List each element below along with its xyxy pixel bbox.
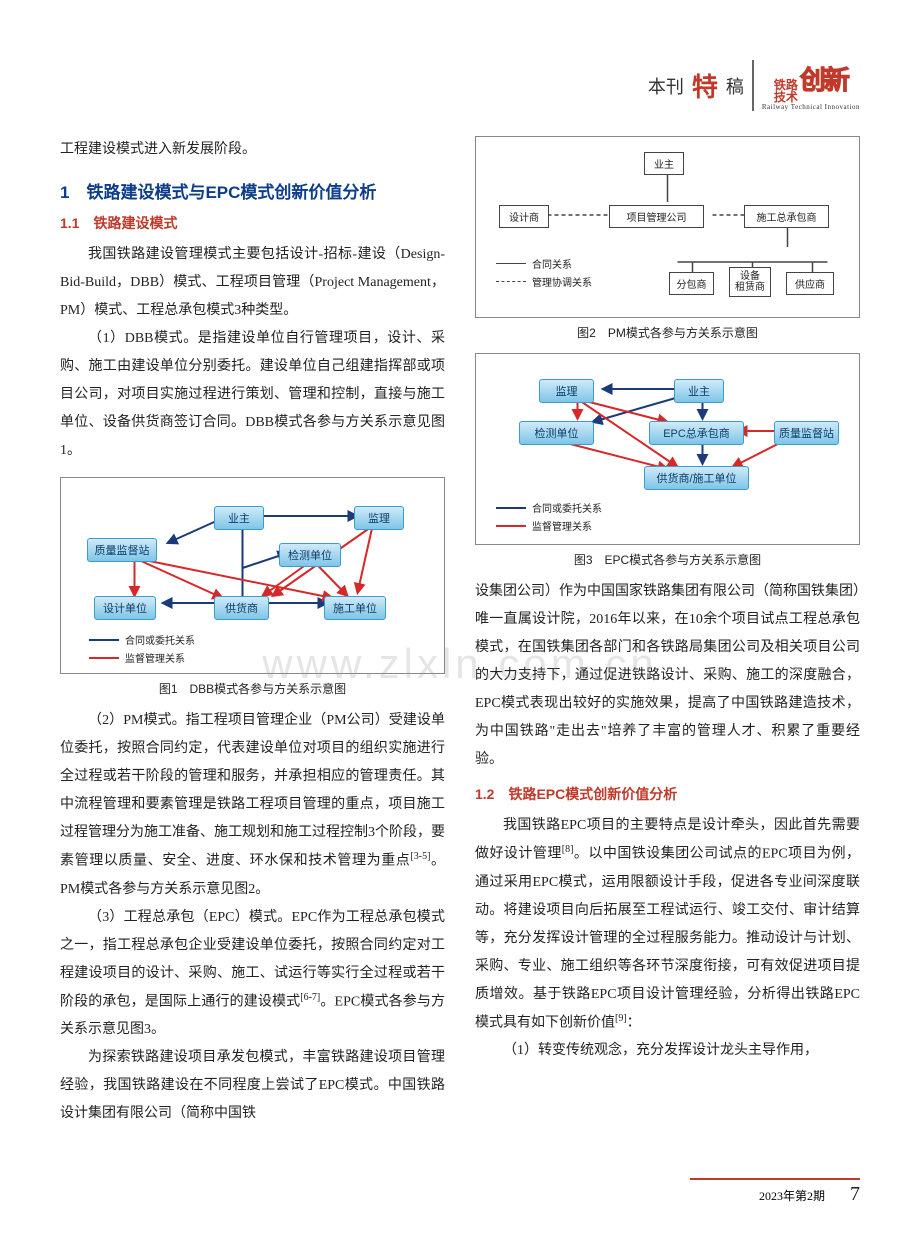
page-number: 7 [850,1183,860,1206]
figure-1: 业主 监理 质量监督站 检测单位 设计单位 供货商 施工单位 合同或委托关系 监… [60,477,445,674]
logo-subtitle: Railway Technical Innovation [762,103,860,111]
para-4-ref: [6-7] [300,992,320,1003]
section-title: 铁路建设模式与EPC模式创新价值分析 [86,183,376,202]
right-column: 业主 设计商 项目管理公司 施工总承包商 分包商 设备 租赁商 供应商 合同关系… [475,136,860,1128]
para-3-ref: [3-5] [410,851,430,862]
logo-small-2: 技术 [774,91,798,103]
right-para-3: （1）转变传统观念，充分发挥设计龙头主导作用， [475,1037,860,1065]
figure-3: 监理 业主 检测单位 EPC总承包商 质量监督站 供货商/施工单位 合同或委托关… [475,353,860,545]
para-1: 我国铁路建设管理模式主要包括设计-招标-建设（Design-Bid-Build，… [60,241,445,325]
header-prefix: 本刊 [648,73,684,99]
f3-node-epc: EPC总承包商 [649,421,744,445]
f2-node-owner: 业主 [644,152,684,175]
f2-node-equip: 设备 租赁商 [729,267,771,297]
figure-2: 业主 设计商 项目管理公司 施工总承包商 分包商 设备 租赁商 供应商 合同关系… [475,136,860,318]
f3-node-supervisor: 监理 [539,379,594,403]
figure-3-diagram: 监理 业主 检测单位 EPC总承包商 质量监督站 供货商/施工单位 合同或委托关… [484,364,851,534]
figure-2-diagram: 业主 设计商 项目管理公司 施工总承包商 分包商 设备 租赁商 供应商 合同关系… [484,147,851,307]
f3-legend-2: 监督管理关系 [532,518,592,533]
two-column-layout: 工程建设模式进入新发展阶段。 1 铁路建设模式与EPC模式创新价值分析 1.1 … [60,136,860,1128]
f2-node-pm: 项目管理公司 [609,205,704,228]
f3-legend-1: 合同或委托关系 [532,500,602,515]
f1-node-inspect: 检测单位 [279,543,341,567]
section-num: 1 [60,183,69,202]
f2-node-gc: 施工总承包商 [744,205,829,228]
page-footer: 2023年第2期 7 [759,1183,860,1206]
right-para-2: 我国铁路EPC项目的主要特点是设计牵头，因此首先需要做好设计管理[8]。以中国铁… [475,812,860,1037]
para-3: （2）PM模式。指工程项目管理企业（PM公司）受建设单位委托，按照合同约定，代表… [60,707,445,904]
para-2: （1）DBB模式。是指建设单位自行管理项目，设计、采购、施工由建设单位分别委托。… [60,325,445,465]
right-para-2-ref2: [9] [615,1013,627,1024]
header-highlight: 特 [692,67,718,104]
left-column: 工程建设模式进入新发展阶段。 1 铁路建设模式与EPC模式创新价值分析 1.1 … [60,136,445,1128]
figure-3-caption: 图3 EPC模式各参与方关系示意图 [475,551,860,568]
f1-node-design: 设计单位 [94,596,156,620]
f3-node-owner: 业主 [674,379,724,403]
figure-1-caption: 图1 DBB模式各参与方关系示意图 [60,680,445,697]
figure-2-caption: 图2 PM模式各参与方关系示意图 [475,324,860,341]
footer-accent-line [690,1178,860,1180]
right-para-1: 设集团公司）作为中国国家铁路集团有限公司（简称国铁集团）唯一直属设计院，2016… [475,578,860,774]
f3-node-inspect: 检测单位 [519,421,594,445]
f3-node-supplier: 供货商/施工单位 [644,466,749,490]
figure-1-diagram: 业主 监理 质量监督站 检测单位 设计单位 供货商 施工单位 合同或委托关系 监… [69,488,436,663]
f2-legend-2: 管理协调关系 [532,274,592,289]
para-4: （3）工程总承包（EPC）模式。EPC作为工程总承包模式之一，指工程总承包企业受… [60,904,445,1045]
subsection-1-1: 1.1 铁路建设模式 [60,213,445,233]
f2-node-designer: 设计商 [499,205,549,228]
f2-node-supplier: 供应商 [786,272,834,295]
journal-logo: 铁路 技术 创新 Railway Technical Innovation [752,60,860,111]
f2-node-sub: 分包商 [669,272,714,295]
logo-big: 创新 [800,60,848,97]
header-suffix: 稿 [726,73,744,99]
f1-node-supplier: 供货商 [214,596,269,620]
footer-issue: 2023年第2期 [759,1187,825,1204]
para-5: 为探索铁路建设项目承发包模式，丰富铁路建设项目管理经验，我国铁路建设在不同程度上… [60,1044,445,1128]
subsection-1-2: 1.2 铁路EPC模式创新价值分析 [475,784,860,804]
section-1-heading: 1 铁路建设模式与EPC模式创新价值分析 [60,178,445,203]
page-header: 本刊 特 稿 铁路 技术 创新 Railway Technical Innova… [60,60,860,111]
f1-node-supervisor: 监理 [354,506,404,530]
right-para-2-c: ： [627,1015,641,1030]
f1-legend-1: 合同或委托关系 [125,632,195,647]
f1-node-quality: 质量监督站 [87,538,157,562]
intro-line: 工程建设模式进入新发展阶段。 [60,136,445,164]
f2-legend-1: 合同关系 [532,256,572,271]
para-3-main: （2）PM模式。指工程项目管理企业（PM公司）受建设单位委托，按照合同约定，代表… [60,713,445,869]
right-para-2-ref: [8] [562,844,574,855]
f1-node-construct: 施工单位 [324,596,386,620]
f1-node-owner: 业主 [214,506,264,530]
f3-node-quality: 质量监督站 [774,421,839,445]
f1-legend-2: 监督管理关系 [125,650,185,665]
right-para-2-b: 。以中国铁设集团公司试点的EPC项目为例，通过采用EPC模式，运用限额设计手段，… [475,847,860,1031]
